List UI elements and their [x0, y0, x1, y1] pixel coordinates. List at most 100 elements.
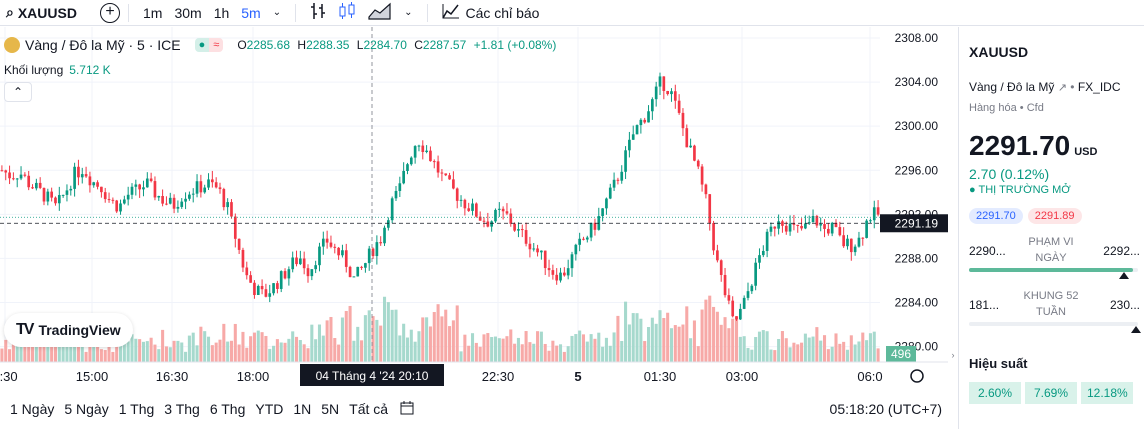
panel-name[interactable]: Vàng / Đô la Mỹ [969, 80, 1055, 94]
candle-body [276, 283, 279, 289]
range-5y[interactable]: 5N [321, 401, 340, 417]
range-ytd[interactable]: YTD [255, 401, 284, 417]
volume-bar [482, 334, 486, 362]
volume-bar [115, 341, 119, 362]
panel-symbol[interactable]: XAUUSD [969, 44, 1029, 60]
settings-gear-icon[interactable] [910, 369, 924, 383]
candle-body [582, 238, 585, 240]
volume-bar [138, 339, 142, 362]
candle-body [777, 221, 780, 229]
volume-bar [111, 351, 115, 362]
bar-chart-icon[interactable] [304, 2, 332, 23]
volume-bar [436, 304, 440, 362]
range-1d[interactable]: 1 Ngày [10, 401, 55, 417]
collapse-legend-button[interactable]: ⌃ [4, 82, 32, 102]
series-name: Vàng / Đô la Mỹ · 5 · ICE [25, 37, 181, 53]
perf-cell[interactable]: 12.18% [1081, 382, 1133, 404]
panel-currency: USD [1074, 146, 1098, 158]
tradingview-logo[interactable]: TV TradingView [4, 313, 133, 347]
range-1y[interactable]: 1N [293, 401, 312, 417]
chart-area[interactable]: 2308.002304.002300.002296.002292.002288.… [0, 27, 948, 389]
candle-body [333, 246, 337, 248]
symbol-search[interactable]: ⌕ XAUUSD [0, 4, 92, 21]
candle-body [61, 194, 65, 196]
time-tick-label: 03:00 [726, 369, 759, 384]
volume-bar [233, 323, 237, 362]
logo-label: TradingView [38, 322, 121, 338]
candle-body [23, 174, 27, 176]
volume-bar [53, 334, 58, 362]
candles-icon[interactable] [332, 2, 362, 23]
candle-body [857, 237, 861, 247]
external-link-icon[interactable]: ↗ [1057, 82, 1067, 94]
volume-bar [819, 340, 823, 362]
interval-1m[interactable]: 1m [143, 4, 163, 21]
volume-bar [815, 327, 819, 362]
candle-body [475, 203, 478, 217]
candle-body [524, 230, 528, 244]
interval-5m[interactable]: 5m [241, 4, 261, 21]
range-6m[interactable]: 6 Thg [209, 401, 246, 417]
interval-1h[interactable]: 1h [213, 4, 230, 21]
candle-body [27, 175, 31, 188]
range-5d[interactable]: 5 Ngày [64, 401, 109, 417]
volume-bar [11, 341, 15, 362]
collapse-panel-handle[interactable]: › [951, 350, 955, 360]
interval-30m[interactable]: 30m [174, 4, 202, 21]
volume-bar [734, 316, 739, 362]
gold-coin-icon [4, 37, 20, 53]
date-range-icon[interactable] [400, 400, 414, 418]
perf-cell[interactable]: 7.69% [1025, 382, 1077, 404]
volume-bar [585, 341, 589, 362]
panel-source[interactable]: FX_IDC [1077, 80, 1121, 94]
candle-body [471, 203, 474, 211]
volume-bar [857, 341, 861, 362]
volume-bar [830, 346, 834, 362]
volume-bar [386, 302, 390, 362]
chevron-down-icon[interactable]: ⌄ [404, 7, 413, 18]
approx-icon: ≈ [209, 38, 224, 52]
indicators-button[interactable]: Các chỉ báo [465, 4, 540, 21]
volume-bar [375, 319, 379, 362]
candle-body [180, 201, 184, 207]
candle-body [123, 199, 126, 204]
price-tick-label: 2288.00 [895, 251, 939, 265]
volume-bar [566, 346, 570, 362]
panel-change: 2.70 (0.12%) [969, 166, 1050, 182]
candle-body [566, 268, 570, 276]
indicators-icon[interactable] [436, 3, 466, 22]
week52-marker [1130, 326, 1141, 333]
volume-bar [371, 316, 375, 362]
range-3m[interactable]: 3 Thg [164, 401, 200, 417]
volume-bar [134, 338, 138, 362]
range-1m[interactable]: 1 Thg [118, 401, 155, 417]
clock-timezone[interactable]: 05:18:20 (UTC+7) [829, 401, 942, 417]
panel-subcat: Cfd [1026, 102, 1044, 114]
volume-bar [631, 313, 635, 362]
volume-bar [122, 332, 126, 362]
volume-bar [551, 340, 555, 362]
range-all[interactable]: Tất cả [349, 401, 389, 417]
perf-cell[interactable]: 2.60% [969, 382, 1021, 404]
volume-bar [191, 332, 195, 362]
time-tick-label: 15:00 [76, 369, 109, 384]
candle-body [295, 257, 298, 265]
candle-body [237, 238, 241, 250]
performance-row: 2.60% 7.69% 12.18% [969, 382, 1144, 404]
chevron-down-icon[interactable]: ⌄ [272, 7, 282, 18]
candle-body [203, 187, 207, 193]
volume-bar [578, 330, 582, 362]
volume-bar [800, 342, 804, 362]
candle-body [31, 187, 34, 189]
price-chart[interactable]: 2308.002304.002300.002296.002292.002288.… [0, 27, 948, 389]
candle-body [635, 125, 639, 135]
area-chart-icon[interactable] [362, 2, 398, 23]
volume-bar [853, 344, 857, 362]
volume-bar [811, 336, 815, 362]
candle-body [513, 223, 516, 231]
panel-category: Hàng hóa [969, 102, 1017, 114]
volume-bar [76, 342, 80, 362]
series-badge[interactable]: ● ≈ [194, 38, 224, 52]
compare-add-icon[interactable]: + [100, 2, 120, 23]
candle-body [126, 194, 130, 200]
